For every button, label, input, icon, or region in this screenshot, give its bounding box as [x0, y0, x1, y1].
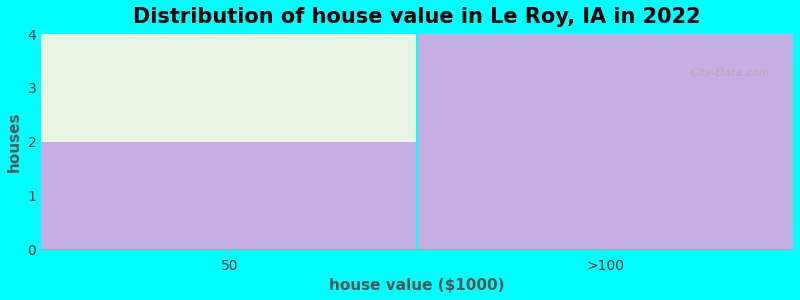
- Bar: [417, 34, 793, 250]
- X-axis label: house value ($1000): house value ($1000): [330, 278, 505, 293]
- Title: Distribution of house value in Le Roy, IA in 2022: Distribution of house value in Le Roy, I…: [134, 7, 701, 27]
- Bar: [42, 142, 417, 250]
- Y-axis label: houses: houses: [7, 112, 22, 172]
- Bar: [42, 34, 417, 142]
- Text: City-Data.com: City-Data.com: [691, 68, 770, 78]
